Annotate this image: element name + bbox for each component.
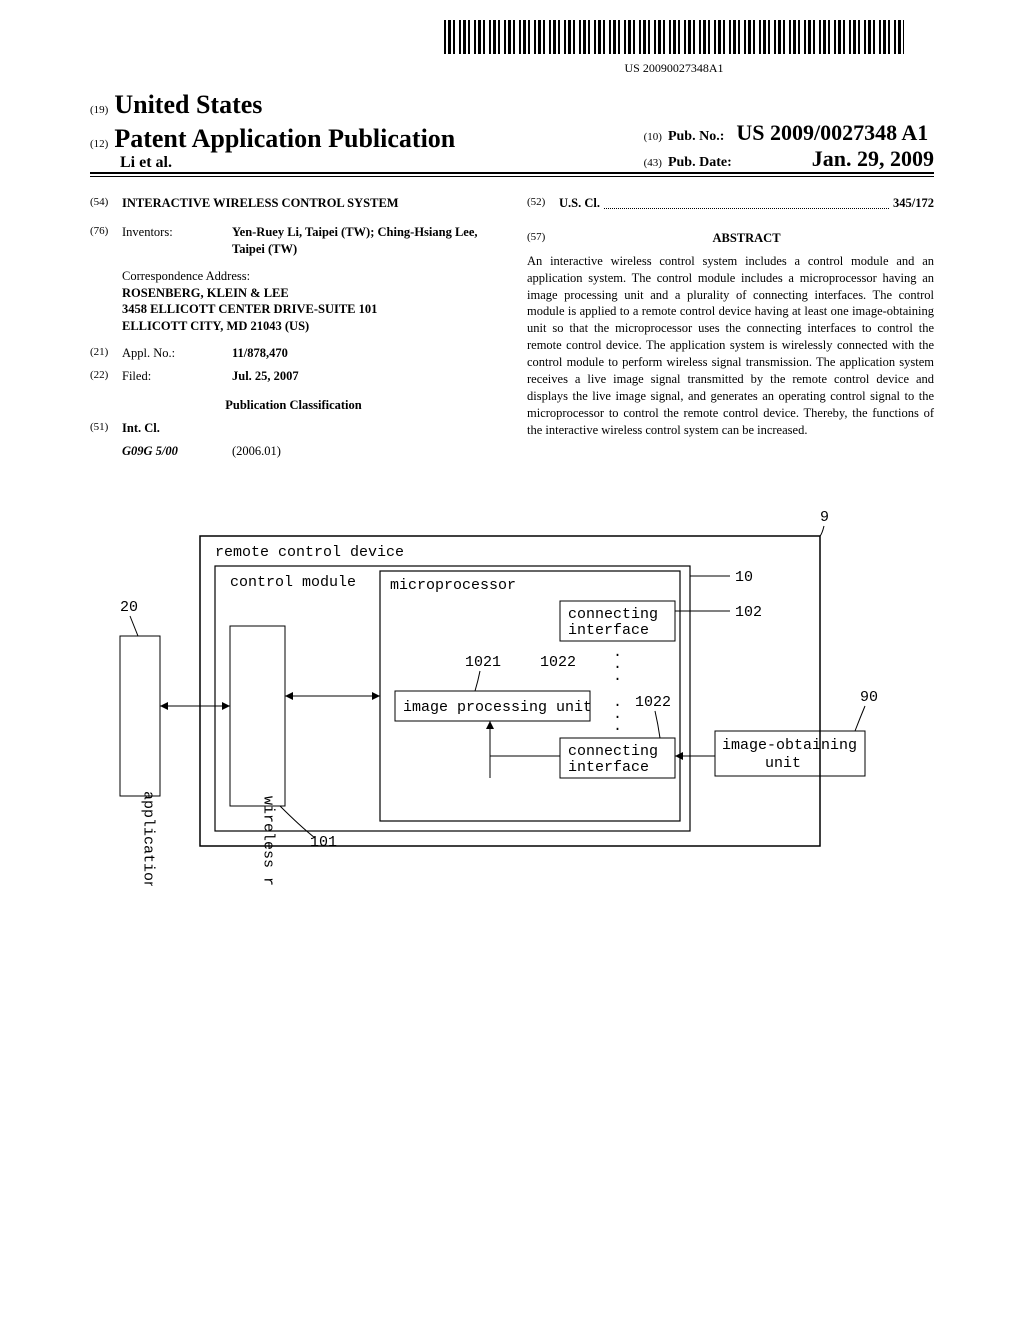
- field-57: (57): [527, 230, 559, 247]
- ref-9: 9: [820, 509, 829, 526]
- header-left: (12) Patent Application Publication Li e…: [90, 124, 455, 172]
- ref-20: 20: [120, 599, 138, 616]
- corr-line2: 3458 ELLICOTT CENTER DRIVE-SUITE 101: [122, 301, 497, 318]
- field-19: (19): [90, 104, 108, 116]
- barcode-graphic: [444, 20, 904, 54]
- ref-90: 90: [860, 689, 878, 706]
- intcl-row: (51) Int. Cl.: [90, 420, 497, 437]
- field-76: (76): [90, 224, 122, 258]
- label-image-obtaining-a: image-obtaining: [722, 737, 857, 754]
- dots-leader: [604, 195, 889, 209]
- title-row: (54) INTERACTIVE WIRELESS CONTROL SYSTEM: [90, 195, 497, 212]
- field-52: (52): [527, 195, 559, 212]
- corr-line1: ROSENBERG, KLEIN & LEE: [122, 285, 497, 302]
- filed-label: Filed:: [122, 368, 232, 385]
- label-conn-iface-2a: connecting: [568, 743, 658, 760]
- inventors-label: Inventors:: [122, 224, 232, 258]
- field-10: (10): [644, 131, 662, 143]
- publication-type: Patent Application Publication: [114, 124, 455, 154]
- abstract-text: An interactive wireless control system i…: [527, 253, 934, 439]
- barcode-area: US 20090027348A1: [444, 20, 904, 76]
- pub-no: US 2009/0027348 A1: [736, 120, 928, 146]
- figure-diagram: remote control device 9 control module 1…: [90, 506, 934, 891]
- abstract-header: (57) ABSTRACT: [527, 230, 934, 247]
- label-conn-iface-2b: interface: [568, 759, 649, 776]
- label-image-obtaining-b: unit: [765, 755, 801, 772]
- filed-date: Jul. 25, 2007: [232, 368, 497, 385]
- appl-label: Appl. No.:: [122, 345, 232, 362]
- corr-label: Correspondence Address:: [122, 268, 497, 285]
- uscl-label: U.S. Cl.: [559, 195, 600, 212]
- field-43: (43): [644, 157, 662, 169]
- field-12: (12): [90, 138, 108, 150]
- appl-row: (21) Appl. No.: 11/878,470: [90, 345, 497, 362]
- header: (19) United States (12) Patent Applicati…: [90, 90, 934, 177]
- header-row2: (12) Patent Application Publication Li e…: [90, 120, 934, 172]
- header-row1: (19) United States: [90, 90, 934, 120]
- header-right: (10) Pub. No.: US 2009/0027348 A1 (43) P…: [644, 120, 934, 172]
- inventors-row: (76) Inventors: Yen-Ruey Li, Taipei (TW)…: [90, 224, 497, 258]
- field-21: (21): [90, 345, 122, 362]
- body: (54) INTERACTIVE WIRELESS CONTROL SYSTEM…: [90, 195, 934, 466]
- block-diagram-svg: remote control device 9 control module 1…: [100, 506, 940, 886]
- correspondence-address: Correspondence Address: ROSENBERG, KLEIN…: [122, 268, 497, 336]
- uscl-value: 345/172: [893, 195, 934, 212]
- abstract-label: ABSTRACT: [559, 230, 934, 247]
- label-conn-iface-1b: interface: [568, 622, 649, 639]
- intcl-label: Int. Cl.: [122, 420, 160, 437]
- intcl-val-row: G09G 5/00 (2006.01): [90, 443, 497, 460]
- label-control-module: control module: [230, 574, 356, 591]
- label-remote-control: remote control device: [215, 544, 404, 561]
- field-54: (54): [90, 195, 122, 212]
- pub-no-label: Pub. No.:: [668, 129, 724, 145]
- barcode-number: US 20090027348A1: [444, 61, 904, 76]
- left-column: (54) INTERACTIVE WIRELESS CONTROL SYSTEM…: [90, 195, 497, 466]
- right-column: (52) U.S. Cl. 345/172 (57) ABSTRACT An i…: [527, 195, 934, 466]
- label-microprocessor: microprocessor: [390, 577, 516, 594]
- ref-102: 102: [735, 604, 762, 621]
- pub-classification-title: Publication Classification: [90, 397, 497, 414]
- label-conn-iface-1a: connecting: [568, 606, 658, 623]
- filed-row: (22) Filed: Jul. 25, 2007: [90, 368, 497, 385]
- svg-text:.: .: [613, 668, 622, 685]
- label-image-processing: image processing unit: [403, 699, 592, 716]
- ref-10: 10: [735, 569, 753, 586]
- divider-thin: [90, 176, 934, 177]
- divider-thick: [90, 172, 934, 174]
- ref-1022b: 1022: [635, 694, 671, 711]
- pub-date-label: Pub. Date:: [668, 155, 732, 171]
- inventors: Yen-Ruey Li, Taipei (TW); Ching-Hsiang L…: [232, 224, 497, 258]
- corr-line3: ELLICOTT CITY, MD 21043 (US): [122, 318, 497, 335]
- field-51: (51): [90, 420, 122, 437]
- label-application-system: application system: [140, 791, 157, 886]
- svg-text:.: .: [613, 718, 622, 735]
- pub-date: Jan. 29, 2009: [812, 146, 934, 172]
- uscl-row: (52) U.S. Cl. 345/172: [527, 195, 934, 212]
- field-22: (22): [90, 368, 122, 385]
- invention-title: INTERACTIVE WIRELESS CONTROL SYSTEM: [122, 195, 399, 212]
- intcl-date: (2006.01): [232, 443, 281, 460]
- ref-1022a: 1022: [540, 654, 576, 671]
- label-wireless-unit: wireless receiving and sending unit: [260, 796, 277, 886]
- country: United States: [114, 90, 262, 120]
- appl-no: 11/878,470: [232, 345, 497, 362]
- patent-page: US 20090027348A1 (19) United States (12)…: [0, 0, 1024, 1320]
- ref-1021: 1021: [465, 654, 501, 671]
- ref-101: 101: [310, 834, 337, 851]
- intcl-code: G09G 5/00: [122, 443, 232, 460]
- authors-short: Li et al.: [120, 154, 455, 172]
